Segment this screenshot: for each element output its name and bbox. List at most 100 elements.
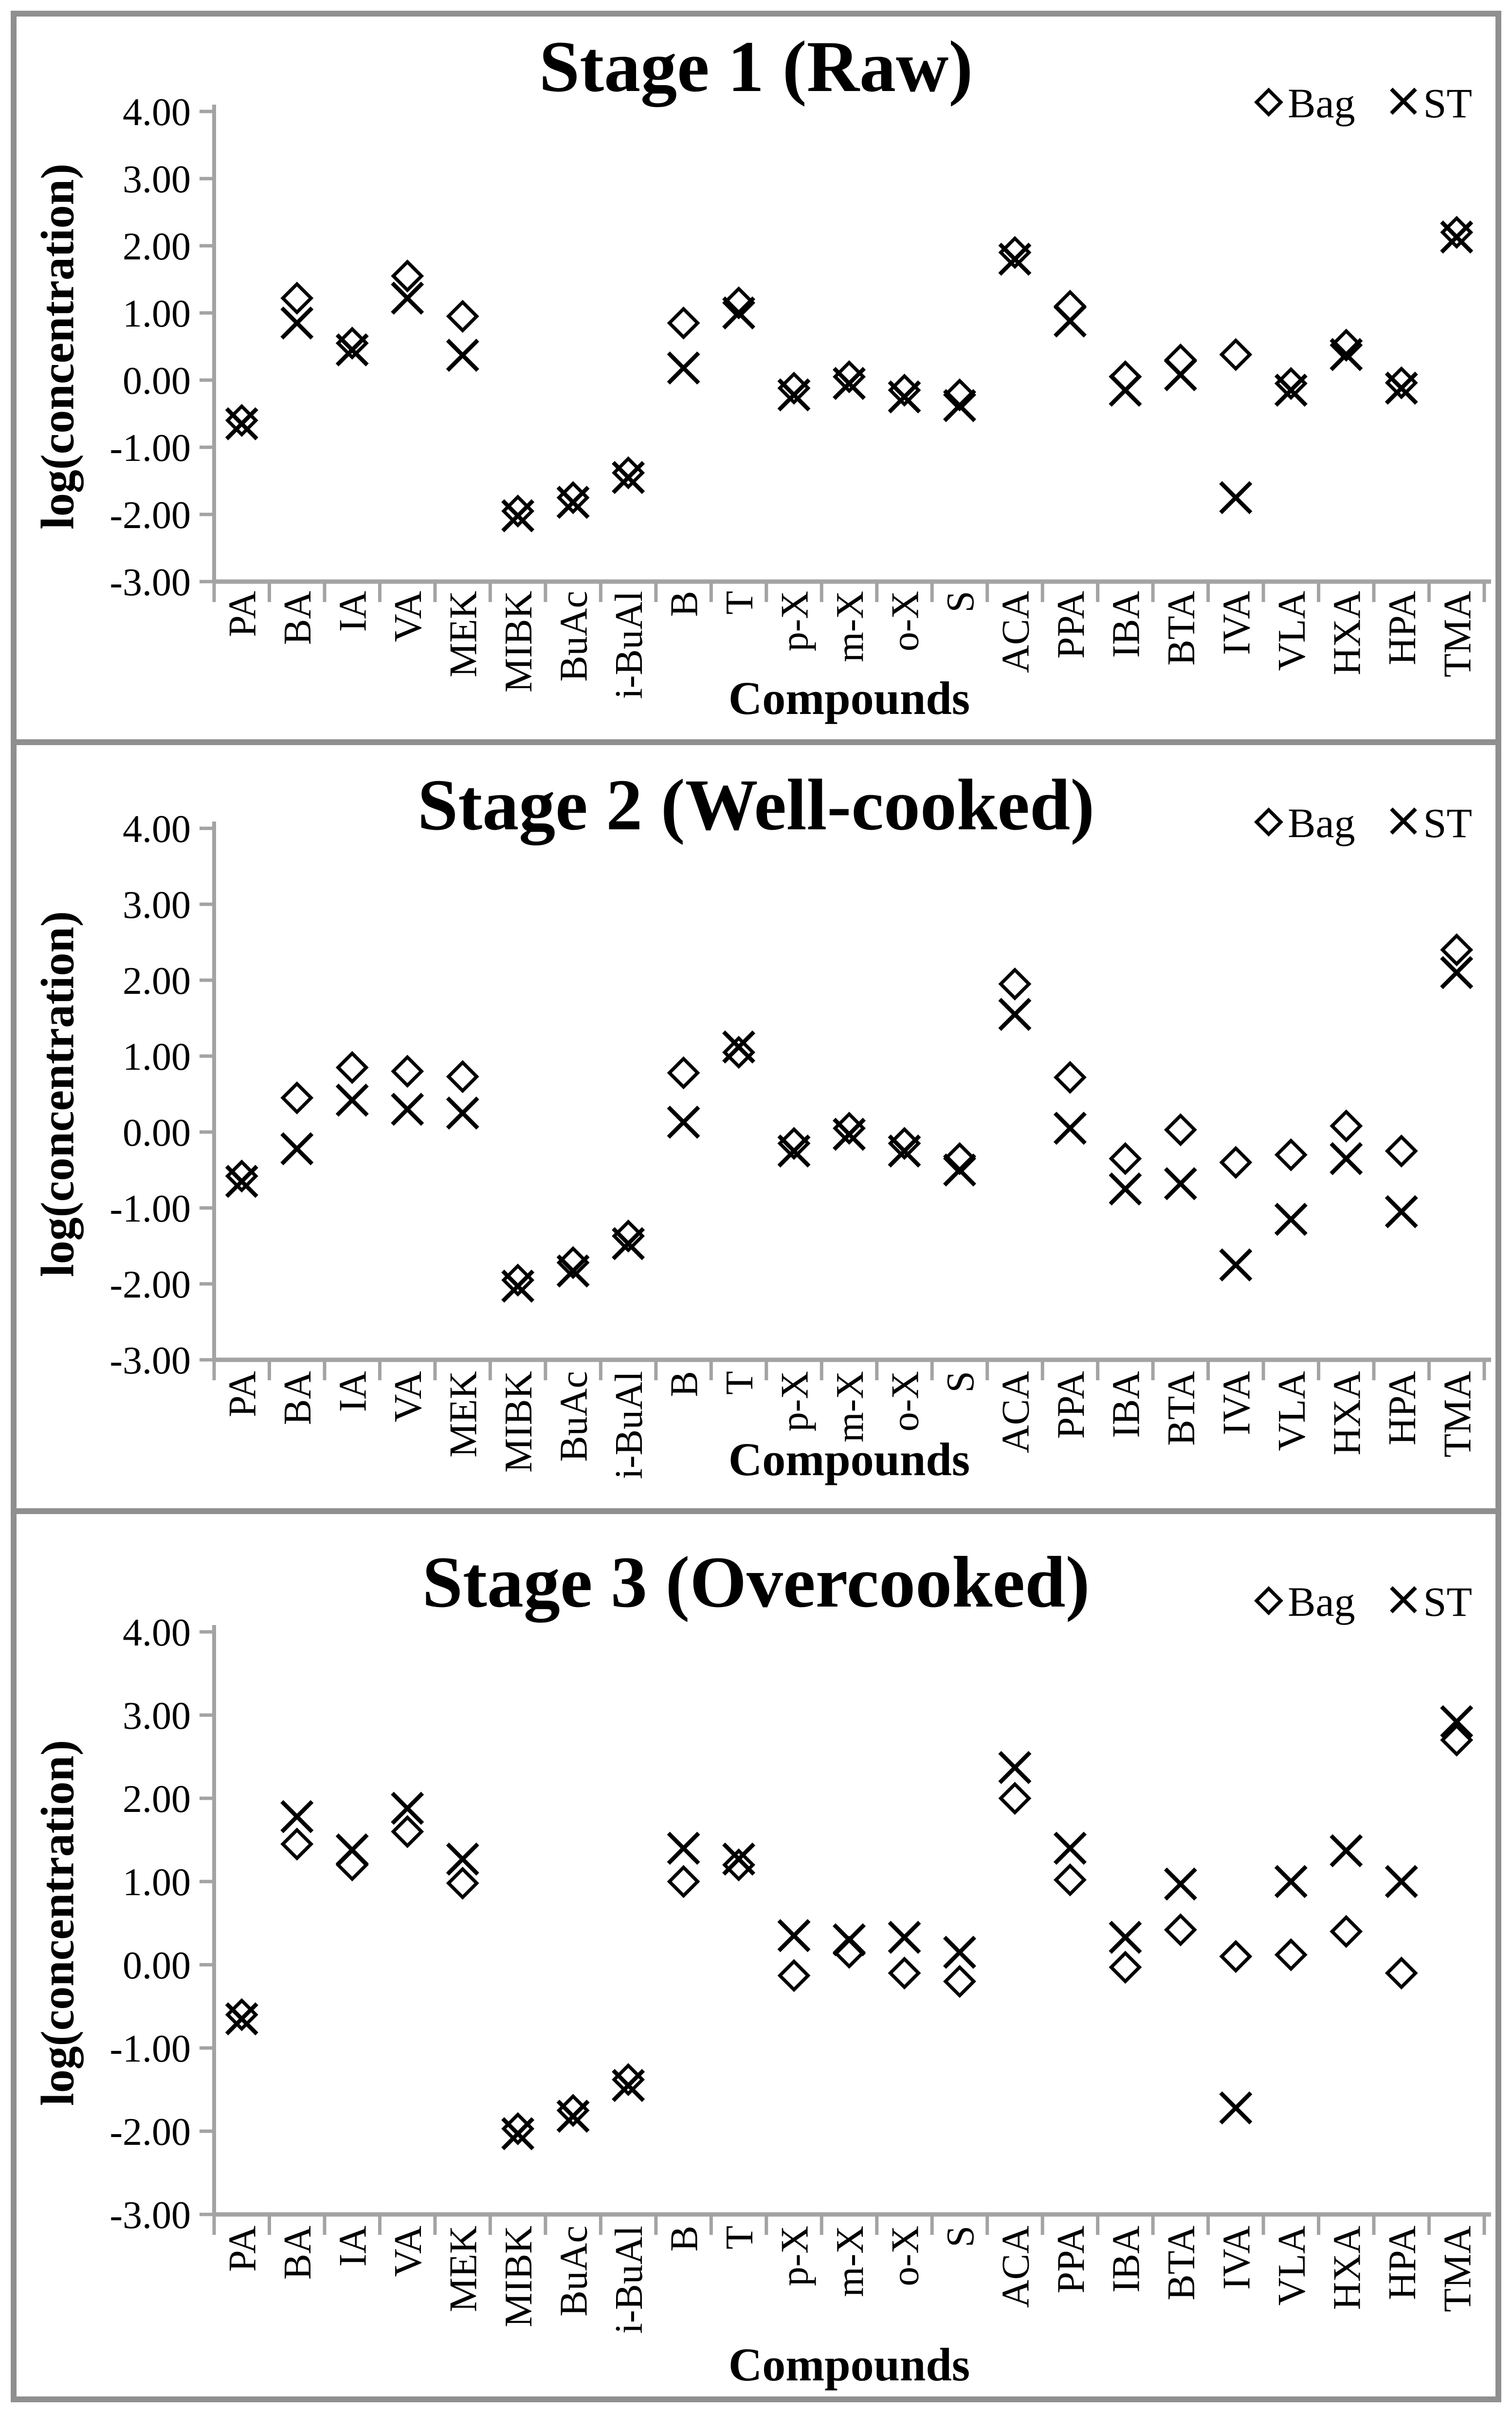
y-tick-label: -3.00 (109, 561, 191, 604)
data-point-diamond (1384, 1134, 1418, 1168)
x-category-label: VLA (1271, 1371, 1313, 1451)
x-category-label: B (663, 591, 706, 617)
x-category-label: BTA (1160, 591, 1203, 666)
x-category-label: BuAc (553, 591, 596, 682)
data-point-x (446, 1096, 479, 1130)
data-point-diamond (335, 1051, 369, 1084)
data-point-x (832, 1117, 866, 1151)
x-marker-icon (1387, 1577, 1420, 1626)
data-point-x (777, 1134, 811, 1168)
x-category-label: MEK (442, 591, 485, 677)
y-axis-title: log(concentration) (31, 164, 84, 530)
panel-separator (17, 739, 1495, 745)
data-point-x (667, 1105, 700, 1139)
x-category-label: PPA (1050, 2226, 1093, 2294)
x-category-label: ACA (994, 1371, 1037, 1453)
figure-frame: 4.00 3.00 2.00 1.00 0.00 -1.00 -2.00 -3.00 PA BA I… (11, 11, 1501, 2402)
data-point-diamond (391, 1815, 424, 1848)
data-point-diamond (1053, 1060, 1087, 1094)
legend-label-st: ST (1423, 800, 1472, 846)
chart-panel-stage-3: 4.00 3.00 2.00 1.00 0.00 -1.00 -2.00 -3.00 PA BA I… (17, 1514, 1495, 2396)
x-category-label: p-X (774, 591, 817, 651)
data-point-diamond (446, 1060, 479, 1094)
data-point-diamond (1164, 1913, 1197, 1947)
y-tick-label: -2.00 (109, 1263, 191, 1306)
data-point-diamond (943, 378, 976, 412)
x-category-label: S (939, 2226, 982, 2248)
data-point-diamond (1164, 343, 1197, 377)
y-tick-label: -1.00 (109, 2028, 191, 2070)
y-tick-label: -2.00 (109, 2111, 191, 2154)
x-category-label: IBA (1105, 1371, 1148, 1438)
data-point-diamond (1330, 1915, 1363, 1948)
data-point-x (612, 1227, 645, 1261)
data-point-x (612, 2068, 645, 2102)
data-point-diamond (833, 1112, 866, 1145)
y-tick-label: 1.00 (123, 1861, 191, 1904)
x-category-label: PA (221, 2226, 264, 2272)
data-point-diamond (777, 371, 811, 405)
x-category-label: PPA (1050, 591, 1093, 659)
data-point-x (1440, 1705, 1474, 1738)
legend: Bag ST (1254, 799, 1472, 847)
legend-item-st: ST (1387, 79, 1472, 128)
x-category-label: BA (276, 1371, 319, 1425)
data-point-x (1109, 373, 1142, 407)
x-category-label: IA (332, 2226, 375, 2267)
data-point-diamond (446, 299, 479, 333)
x-category-label: IVA (1215, 1371, 1258, 1435)
x-category-label: HPA (1381, 2226, 1424, 2300)
data-point-diamond (1164, 1113, 1197, 1147)
y-tick-label: 1.00 (123, 292, 191, 335)
data-point-diamond (446, 1866, 479, 1900)
x-category-label: T (718, 1371, 761, 1395)
y-tick-label: -2.00 (109, 494, 191, 537)
diamond-marker-icon (1254, 79, 1284, 128)
x-category-label: MIBK (497, 2226, 540, 2327)
x-category-label: IVA (1215, 2226, 1258, 2290)
chart-canvas-stage-2: 4.00 3.00 2.00 1.00 0.00 -1.00 -2.00 -3.00 PA BA I… (109, 808, 1491, 1479)
data-point-diamond (501, 494, 535, 528)
data-point-x (888, 1920, 921, 1954)
legend: Bag ST (1254, 79, 1472, 128)
data-point-x (1330, 338, 1363, 371)
data-point-diamond (998, 1782, 1032, 1815)
y-tick-label: 3.00 (123, 884, 191, 927)
x-axis-title: Compounds (728, 2339, 970, 2391)
x-category-label: m-X (829, 591, 872, 662)
data-point-x (225, 1165, 258, 1198)
y-tick-label: 1.00 (123, 1036, 191, 1079)
data-point-diamond (1219, 1939, 1253, 1973)
data-point-diamond (1384, 366, 1418, 400)
data-point-x (1219, 2091, 1253, 2125)
data-point-diamond (1384, 1956, 1418, 1990)
x-category-label: MEK (442, 1371, 485, 1458)
x-category-label: S (939, 591, 982, 613)
x-category-label: VA (387, 2226, 430, 2277)
data-point-x (1109, 1172, 1142, 1206)
legend-item-bag: Bag (1254, 79, 1355, 128)
x-category-label: T (718, 591, 761, 615)
y-tick-label: 3.00 (123, 158, 191, 201)
data-point-x (1109, 1920, 1142, 1954)
x-category-label: BA (276, 2226, 319, 2280)
legend-item-st: ST (1387, 1577, 1472, 1626)
data-point-x (612, 461, 645, 494)
data-point-x (888, 380, 921, 414)
data-point-diamond (1330, 1109, 1363, 1143)
x-category-label: PA (221, 1371, 264, 1417)
data-point-diamond (391, 259, 424, 293)
x-axis-title: Compounds (728, 672, 970, 724)
panel-separator (17, 1508, 1495, 1514)
x-category-label: MIBK (497, 591, 540, 693)
x-category-label: o-X (884, 591, 927, 651)
x-category-label: HPA (1381, 591, 1424, 665)
data-point-diamond (1109, 1142, 1142, 1175)
x-category-label: BuAc (553, 1371, 596, 1462)
chart-canvas-stage-1: 4.00 3.00 2.00 1.00 0.00 -1.00 -2.00 -3.00 PA BA I… (109, 91, 1491, 699)
data-point-x (1219, 481, 1253, 514)
data-point-diamond (1440, 216, 1474, 249)
x-category-label: BuAc (553, 2226, 596, 2317)
x-marker-icon (1387, 79, 1420, 128)
